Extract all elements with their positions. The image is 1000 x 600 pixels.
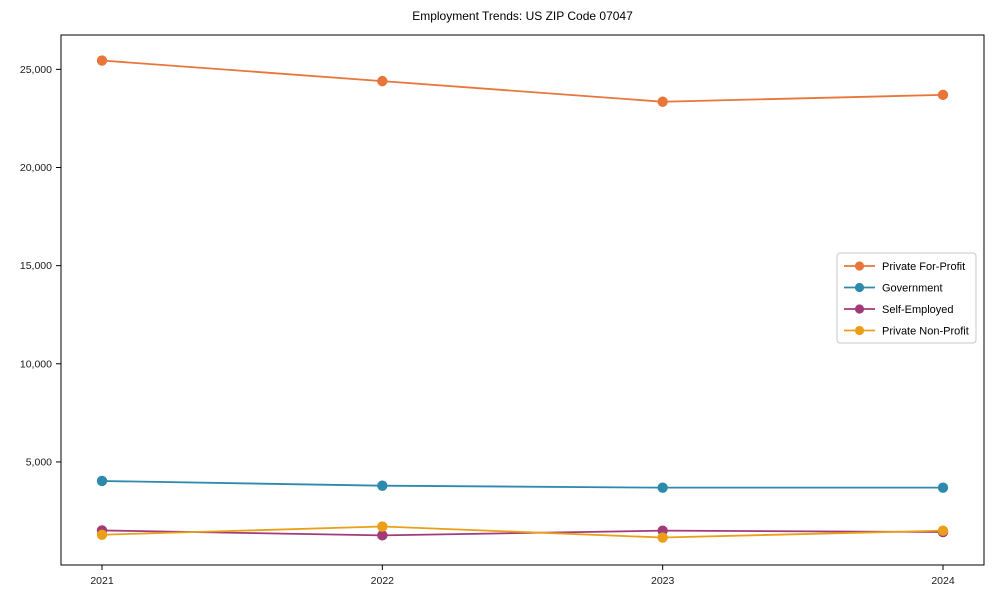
x-tick-label: 2022 (371, 575, 395, 587)
legend-marker (854, 325, 865, 336)
series-line (101, 59, 944, 103)
legend-label: Government (882, 283, 943, 295)
series-line (101, 529, 944, 537)
legend-marker (854, 282, 865, 293)
legend-item: Self-Employed (844, 304, 954, 316)
data-point-marker (96, 529, 108, 540)
data-point-marker (657, 482, 668, 493)
y-tick-label: 20,000 (20, 162, 52, 174)
x-tick-label: 2023 (651, 575, 675, 587)
data-point-marker (657, 96, 668, 107)
data-point-marker (377, 480, 388, 491)
legend-item: Government (844, 283, 943, 295)
series-line (101, 525, 944, 539)
data-point-marker (377, 521, 388, 532)
legend-box (836, 252, 977, 344)
y-tick-label: 25,000 (20, 64, 52, 76)
legend: Private For-Profit Government Self-Employe… (836, 252, 977, 344)
x-tick-label: 2024 (931, 575, 955, 587)
y-tick-label: 15,000 (20, 260, 52, 272)
legend-label: Private For-Profit (882, 261, 965, 273)
legend-item: Private For-Profit (844, 261, 965, 273)
data-point-marker (657, 532, 668, 543)
chart-title: Employment Trends: US ZIP Code 07047 (412, 9, 633, 23)
legend-marker (854, 261, 865, 271)
legend-marker (854, 304, 865, 314)
data-point-marker (377, 530, 388, 541)
data-point-marker (96, 55, 108, 66)
data-point-marker (377, 75, 388, 87)
x-tick-label: 2021 (90, 575, 114, 587)
data-point-marker (937, 482, 949, 493)
data-point-marker (96, 475, 108, 487)
legend-label: Self-Employed (882, 304, 954, 316)
y-tick-label: 5,000 (26, 456, 52, 468)
legend-item: Private Non-Profit (844, 326, 969, 338)
data-point-marker (937, 525, 949, 536)
legend-label: Private Non-Profit (882, 326, 969, 338)
data-point-marker (937, 89, 949, 101)
y-tick-label: 10,000 (20, 358, 52, 370)
plot-area-border (60, 34, 985, 566)
series-line (101, 480, 944, 489)
